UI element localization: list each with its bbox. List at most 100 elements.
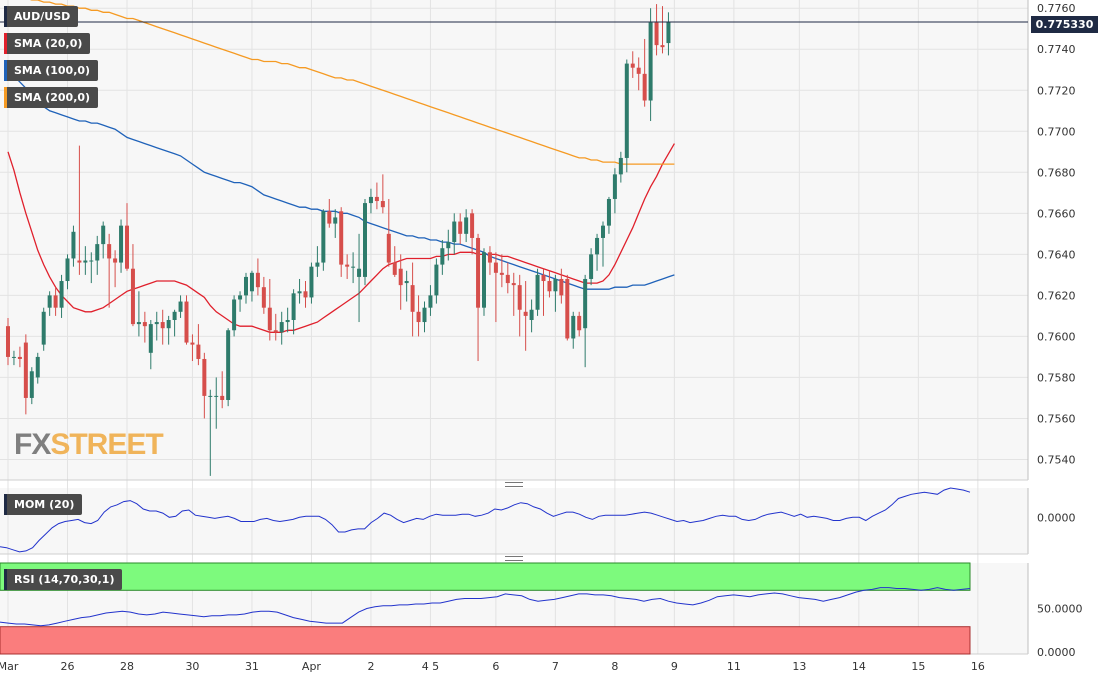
candle-body: [29, 371, 34, 398]
rsi-overbought-zone: [0, 562, 971, 591]
rsi-oversold-zone: [0, 626, 971, 655]
candle-body: [565, 278, 570, 339]
candle-body: [184, 301, 189, 343]
y-tick-label: 0.7680: [1037, 166, 1076, 179]
y-tick-label: 0.7620: [1037, 289, 1076, 302]
candle-body: [291, 293, 296, 320]
y-tick-label: 0.7740: [1037, 43, 1076, 56]
x-tick-label: 16: [971, 660, 985, 673]
candle-body: [458, 221, 463, 234]
candle-body: [589, 254, 594, 279]
candle-body: [363, 203, 367, 277]
rsi-tick-label-0: 0.0000: [1037, 646, 1076, 659]
candle-body: [35, 356, 40, 378]
x-tick-label: 30: [185, 660, 199, 673]
candle-body: [493, 262, 498, 273]
x-tick-label: 8: [611, 660, 618, 673]
sma-line-200: [29, 0, 675, 165]
x-tick-label: 11: [727, 660, 741, 673]
candle-body: [17, 356, 22, 359]
candle-body: [65, 258, 70, 282]
candle-body: [249, 272, 254, 292]
y-tick-label: 0.7580: [1037, 371, 1076, 384]
x-tick-label: 4 5: [422, 660, 440, 673]
legend-sma100[interactable]: SMA (100,0): [4, 60, 99, 81]
x-tick-label: 2: [367, 660, 374, 673]
candle-body: [309, 266, 314, 298]
legend-sma20[interactable]: SMA (20,0): [4, 33, 91, 54]
candle-body: [285, 320, 290, 323]
candle-body: [232, 299, 237, 331]
mom-pane-bg: [0, 488, 1028, 554]
candle-body: [166, 320, 171, 329]
candle-body: [601, 225, 605, 238]
candle-body: [148, 324, 153, 353]
candle-body: [351, 266, 356, 268]
candle-body: [398, 268, 403, 286]
candle-body: [125, 225, 129, 269]
candle-body: [59, 281, 64, 308]
candle-body: [422, 307, 427, 323]
candle-body: [529, 309, 534, 320]
candle-body: [47, 295, 52, 308]
candle-body: [559, 278, 564, 296]
legend-mom[interactable]: MOM (20): [4, 494, 83, 515]
y-tick-label: 0.7560: [1037, 412, 1076, 425]
candle-body: [595, 237, 600, 255]
candle-body: [612, 174, 617, 199]
legend-rsi[interactable]: RSI (14,70,30,1): [4, 569, 123, 590]
candle-body: [523, 311, 528, 316]
sma-line-20: [7, 143, 675, 333]
candle-body: [374, 196, 379, 202]
rsi-tick-label-50: 50.0000: [1037, 603, 1083, 616]
candle-body: [220, 395, 225, 400]
pane-resize-handle-2[interactable]: [505, 556, 523, 561]
candle-body: [470, 213, 475, 238]
candle-body: [476, 237, 481, 308]
candle-body: [273, 330, 278, 333]
x-tick-label: 31: [245, 660, 259, 673]
candle-body: [499, 272, 504, 275]
candle-body: [279, 322, 284, 333]
candle-body: [226, 330, 231, 400]
x-tick-label: 26: [61, 660, 75, 673]
candle-body: [357, 268, 362, 277]
x-tick-label: Apr: [302, 660, 322, 673]
candle-body: [642, 73, 647, 101]
candle-body: [428, 295, 433, 308]
y-tick-label: 0.7660: [1037, 207, 1076, 220]
candle-body: [23, 342, 28, 398]
candle-body: [630, 63, 635, 68]
candle-body: [636, 67, 641, 74]
candle-body: [244, 276, 248, 296]
candle-body: [119, 225, 124, 263]
candle-body: [547, 281, 552, 292]
candle-body: [339, 211, 344, 265]
candle-body: [505, 274, 510, 284]
candle-body: [214, 395, 219, 397]
candle-body: [130, 268, 135, 325]
y-tick-label: 0.7540: [1037, 453, 1076, 466]
candle-body: [303, 291, 308, 298]
legend-sma200[interactable]: SMA (200,0): [4, 87, 99, 108]
pane-resize-handle-1[interactable]: [505, 482, 523, 487]
candle-body: [6, 326, 10, 357]
x-tick-label: Mar: [0, 660, 19, 673]
candle-body: [577, 315, 582, 331]
candle-body: [142, 322, 147, 327]
candle-body: [83, 260, 88, 263]
candle-body: [571, 315, 576, 339]
candle-body: [535, 274, 540, 310]
rsi-line: [0, 587, 971, 627]
fxstreet-logo: FXSTREET: [14, 428, 164, 461]
legend-symbol[interactable]: AUD/USD: [4, 6, 79, 27]
rsi-label: RSI (14,70,30,1): [14, 573, 115, 586]
y-tick-label: 0.7640: [1037, 248, 1076, 261]
x-tick-label: 9: [671, 660, 678, 673]
candle-body: [648, 22, 653, 101]
candle-body: [267, 307, 272, 331]
candle-body: [136, 322, 141, 325]
candle-body: [107, 244, 112, 259]
